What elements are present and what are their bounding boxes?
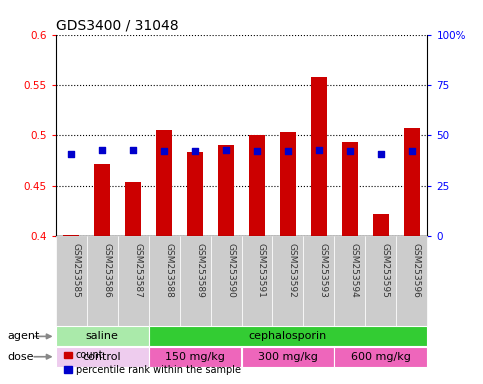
- Bar: [149, 236, 180, 326]
- Bar: [404, 128, 420, 236]
- Text: GSM253587: GSM253587: [133, 243, 142, 298]
- Bar: [56, 236, 86, 326]
- Bar: [249, 136, 265, 236]
- Bar: [211, 236, 242, 326]
- Bar: [187, 152, 203, 236]
- Legend: count, percentile rank within the sample: count, percentile rank within the sample: [60, 346, 245, 379]
- Text: GSM253588: GSM253588: [164, 243, 173, 298]
- Bar: [117, 236, 149, 326]
- Text: agent: agent: [7, 331, 40, 341]
- Point: [67, 151, 75, 157]
- Text: saline: saline: [85, 331, 118, 341]
- Text: GSM253594: GSM253594: [350, 243, 359, 298]
- Point: [129, 147, 137, 154]
- Point: [191, 149, 199, 155]
- Point: [160, 149, 168, 155]
- Text: GSM253590: GSM253590: [226, 243, 235, 298]
- Text: dose: dose: [7, 352, 34, 362]
- Bar: [397, 236, 427, 326]
- Bar: [342, 142, 358, 236]
- Text: GDS3400 / 31048: GDS3400 / 31048: [56, 18, 178, 32]
- Text: GSM253593: GSM253593: [319, 243, 328, 298]
- Bar: [366, 236, 397, 326]
- Bar: [180, 236, 211, 326]
- Point: [315, 147, 323, 154]
- Bar: [303, 236, 334, 326]
- Bar: [334, 347, 427, 367]
- Text: GSM253595: GSM253595: [381, 243, 390, 298]
- Text: GSM253596: GSM253596: [412, 243, 421, 298]
- Point: [98, 147, 106, 154]
- Bar: [149, 347, 242, 367]
- Text: 300 mg/kg: 300 mg/kg: [258, 352, 318, 362]
- Text: GSM253585: GSM253585: [71, 243, 80, 298]
- Point: [346, 149, 354, 155]
- Bar: [56, 326, 149, 346]
- Bar: [373, 214, 389, 236]
- Bar: [125, 182, 141, 236]
- Point: [377, 151, 385, 157]
- Bar: [149, 326, 427, 346]
- Point: [408, 149, 416, 155]
- Bar: [280, 132, 296, 236]
- Text: cephalosporin: cephalosporin: [249, 331, 327, 341]
- Point: [222, 147, 230, 154]
- Text: GSM253586: GSM253586: [102, 243, 111, 298]
- Bar: [63, 235, 79, 236]
- Bar: [334, 236, 366, 326]
- Bar: [56, 347, 149, 367]
- Text: GSM253592: GSM253592: [288, 243, 297, 298]
- Bar: [86, 236, 117, 326]
- Point: [253, 149, 261, 155]
- Text: GSM253591: GSM253591: [257, 243, 266, 298]
- Point: [284, 149, 292, 155]
- Bar: [242, 236, 272, 326]
- Text: GSM253589: GSM253589: [195, 243, 204, 298]
- Bar: [311, 77, 327, 236]
- Bar: [242, 347, 334, 367]
- Bar: [218, 146, 234, 236]
- Text: 150 mg/kg: 150 mg/kg: [165, 352, 225, 362]
- Bar: [94, 164, 110, 236]
- Bar: [156, 130, 172, 236]
- Text: 600 mg/kg: 600 mg/kg: [351, 352, 411, 362]
- Bar: [272, 236, 303, 326]
- Text: control: control: [83, 352, 121, 362]
